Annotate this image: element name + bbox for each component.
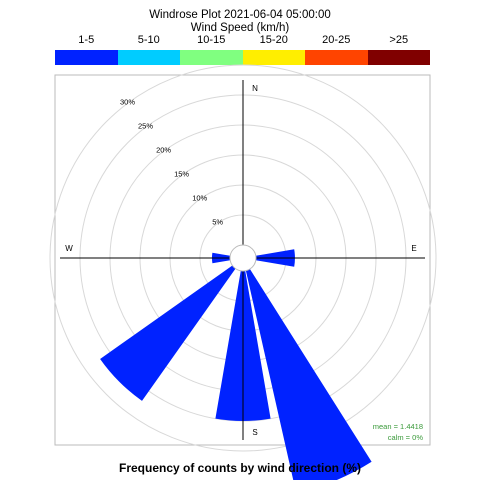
legend-label-15-20: 15-20 <box>259 34 288 46</box>
legend-swatch-20-25 <box>305 50 368 65</box>
legend-labels: 1-5 5-10 10-15 15-20 20-25 >25 <box>55 34 430 48</box>
compass-axes <box>60 80 425 440</box>
ring-label-5: 5% <box>212 218 223 227</box>
compass-label-w: W <box>65 244 73 253</box>
legend-label-1-5: 1-5 <box>78 34 95 46</box>
ring-label-30: 30% <box>120 98 135 107</box>
chart-subtitle: Wind Speed (km/h) <box>190 22 290 34</box>
chart-title: Windrose Plot 2021-06-04 05:00:00 <box>149 9 331 21</box>
ring-label-10: 10% <box>192 194 207 203</box>
ring-label-20: 20% <box>156 146 171 155</box>
compass-label-n: N <box>252 84 258 93</box>
compass-label-s: S <box>252 428 257 437</box>
legend-swatch-10-15 <box>180 50 243 65</box>
mean-label: mean = 1.4418 <box>373 422 423 431</box>
legend-label-10-15: 10-15 <box>197 34 226 46</box>
wedge-sse-1-5 <box>245 269 372 480</box>
legend-label-20-25: 20-25 <box>322 34 351 46</box>
legend-swatch-15-20 <box>242 50 305 65</box>
legend-swatch-5-10 <box>117 50 180 65</box>
legend-color-bar <box>55 50 430 65</box>
legend-swatch-over-25 <box>367 50 430 65</box>
chart-title-block: Windrose Plot 2021-06-04 05:00:00 Wind S… <box>0 9 480 35</box>
compass-label-e: E <box>411 244 416 253</box>
plot-labels: N E S W mean = 1.4418 calm = 0% 5% 10% 15%… <box>65 84 423 442</box>
wedge-sw-1-5 <box>100 265 236 401</box>
ring-label-15: 15% <box>174 170 189 179</box>
legend-label-5-10: 5-10 <box>137 34 160 46</box>
ring-30 <box>49 64 437 452</box>
legend-label-over-25: >25 <box>389 34 409 46</box>
chart-footer-label: Frequency of counts by wind direction (%… <box>118 461 361 475</box>
legend-swatch-1-5 <box>55 50 118 65</box>
ring-label-25: 25% <box>138 122 153 131</box>
calm-label: calm = 0% <box>388 433 424 442</box>
calm-circle <box>229 244 257 272</box>
